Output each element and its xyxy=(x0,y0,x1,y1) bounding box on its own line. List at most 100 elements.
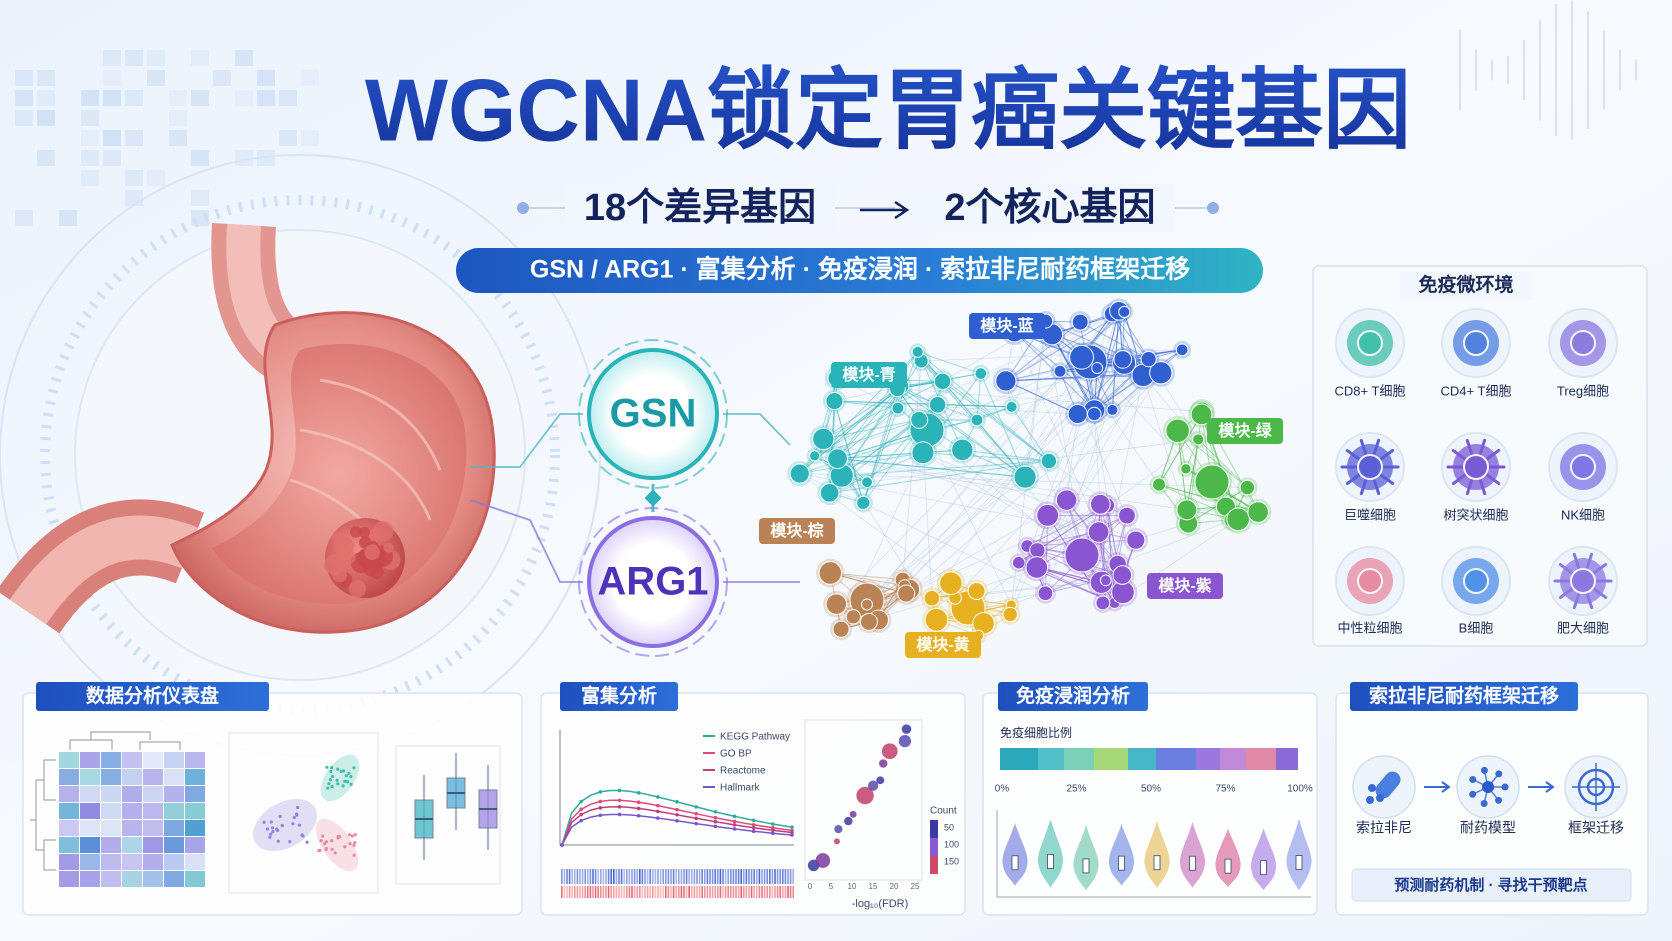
scatter-point xyxy=(318,848,322,852)
curve-point xyxy=(732,827,737,831)
node xyxy=(819,482,840,503)
edge xyxy=(1024,361,1091,478)
barcode-line xyxy=(652,869,654,884)
scatter-point xyxy=(327,782,331,786)
edge xyxy=(823,419,920,440)
edge xyxy=(1177,430,1248,488)
node xyxy=(1069,344,1094,370)
pixel-square xyxy=(147,50,165,66)
gene-halo xyxy=(578,339,728,489)
heatmap-cell xyxy=(101,769,121,785)
scatter-point xyxy=(348,833,352,837)
barcode-line xyxy=(763,869,766,884)
barcode-line xyxy=(589,869,592,884)
scatter-point xyxy=(329,769,333,774)
tick-label: 100% xyxy=(1287,784,1313,795)
barcode-line xyxy=(566,886,568,898)
node xyxy=(923,589,941,607)
ring xyxy=(40,195,560,715)
scatter-point xyxy=(271,830,275,834)
dot xyxy=(876,776,885,785)
pixel-square xyxy=(301,70,319,86)
node xyxy=(891,401,905,415)
violin xyxy=(1002,823,1028,886)
barcode-line xyxy=(766,869,768,884)
edge xyxy=(841,386,902,476)
tick-label: 0% xyxy=(995,784,1010,795)
barcode-line xyxy=(743,869,745,884)
edge xyxy=(1045,563,1118,594)
barcode-line xyxy=(792,869,794,884)
curve-point xyxy=(617,788,622,793)
coexpression-network: 模块-青 模块-蓝模块-绿模块-棕模块-紫模块-黄 xyxy=(759,298,1283,658)
pixel-square xyxy=(81,130,99,146)
x-tick-label: 15 xyxy=(869,882,878,891)
proportion-segment xyxy=(1276,748,1298,770)
violin xyxy=(1144,820,1170,889)
edge xyxy=(1005,380,1083,556)
edge xyxy=(1011,334,1053,408)
barcode-line xyxy=(766,886,768,898)
scatter-point xyxy=(353,833,357,837)
barcode-line xyxy=(620,886,623,898)
legend-label: 50 xyxy=(944,822,954,832)
barcode-line xyxy=(704,869,706,884)
barcode-line xyxy=(706,869,709,884)
edge xyxy=(897,388,1026,478)
legend-label: 150 xyxy=(944,856,959,866)
barcode-line xyxy=(701,886,703,898)
edge xyxy=(1099,504,1107,581)
dendrogram xyxy=(69,731,181,750)
pixel-square xyxy=(15,210,33,226)
scatter-point xyxy=(352,766,356,770)
node xyxy=(951,438,974,462)
edge xyxy=(837,452,923,460)
cell-label: 树突状细胞 xyxy=(1443,507,1508,522)
barcode-line xyxy=(683,869,685,884)
node xyxy=(924,607,949,632)
node xyxy=(910,410,929,429)
node xyxy=(1118,506,1136,525)
heatmap-cell xyxy=(122,837,142,853)
barcode-line xyxy=(789,886,792,898)
edge xyxy=(962,449,1049,462)
node xyxy=(1165,418,1190,444)
scatter-point xyxy=(343,779,347,784)
subtitle-bg xyxy=(565,184,835,232)
barcode-line xyxy=(618,886,620,898)
heatmap-cell xyxy=(80,820,100,836)
step-label: 框架迁移 xyxy=(1568,820,1624,836)
dot xyxy=(881,743,898,760)
barcode-line xyxy=(730,869,732,884)
barcode-line xyxy=(670,869,672,884)
pixel-square xyxy=(191,90,209,106)
curve-point xyxy=(713,819,718,824)
legend-label: Hallmark xyxy=(720,783,760,794)
curve-point xyxy=(579,807,583,812)
barcode-line xyxy=(696,869,698,884)
node xyxy=(1180,463,1192,475)
node xyxy=(1002,606,1018,623)
barcode-line xyxy=(600,869,602,884)
heatmap-cell xyxy=(80,803,100,819)
curve-point xyxy=(713,809,718,814)
heatmap-cell xyxy=(122,786,142,802)
scatter-point xyxy=(330,774,335,779)
violin-box xyxy=(1082,858,1090,874)
barcode-line xyxy=(602,886,605,898)
curve-point xyxy=(656,795,660,799)
barcode-line xyxy=(763,886,766,898)
barcode-line xyxy=(667,886,670,898)
x-tick-label: 25 xyxy=(911,882,920,891)
barcode-line xyxy=(568,869,571,884)
barcode-line xyxy=(758,869,761,884)
module-label: 模块-黄 xyxy=(916,635,969,654)
edge xyxy=(837,458,1026,478)
curve-point xyxy=(771,831,775,836)
node xyxy=(1176,499,1198,521)
scatter-point xyxy=(352,853,356,857)
curve-point xyxy=(560,843,564,847)
heatmap-cell xyxy=(122,871,142,887)
node xyxy=(1053,364,1067,378)
